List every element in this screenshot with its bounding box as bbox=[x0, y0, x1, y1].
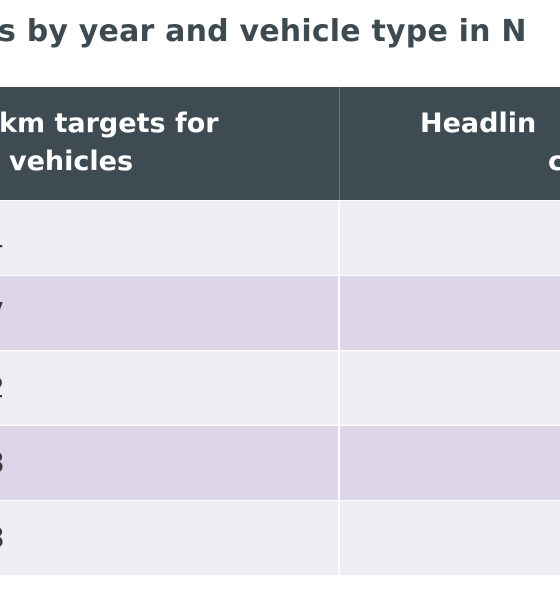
row-2-target-value: 7 bbox=[0, 276, 325, 350]
table-row: 3 bbox=[0, 425, 560, 500]
row-1-target-value: 1 bbox=[0, 201, 325, 275]
table-header-row: km targets for vehicles Headlin c bbox=[0, 87, 560, 200]
row-5-target-value: 3 bbox=[0, 501, 325, 575]
row-3-target-value: 2 bbox=[0, 351, 325, 425]
table-row: 2 bbox=[0, 350, 560, 425]
row-4-target-value: 3 bbox=[0, 426, 325, 500]
table-row: 7 bbox=[0, 275, 560, 350]
row-2-headline-value bbox=[338, 276, 560, 350]
row-5-headline-value bbox=[338, 501, 560, 575]
header-cell-targets: km targets for vehicles bbox=[0, 87, 338, 200]
header-headline-line2: c bbox=[548, 143, 560, 181]
table-row: 1 bbox=[0, 200, 560, 275]
row-3-headline-value bbox=[338, 351, 560, 425]
header-cell-headline: Headlin c bbox=[339, 87, 560, 200]
table-row: 3 bbox=[0, 500, 560, 575]
row-4-headline-value bbox=[338, 426, 560, 500]
table-title: s by year and vehicle type in N bbox=[0, 14, 527, 49]
header-targets-line2: vehicles bbox=[9, 146, 134, 177]
header-headline-line1: Headlin bbox=[420, 108, 537, 139]
targets-table: km targets for vehicles Headlin c 1 7 2 … bbox=[0, 87, 560, 575]
header-targets-line1: km targets for bbox=[0, 108, 219, 139]
row-1-headline-value bbox=[338, 201, 560, 275]
